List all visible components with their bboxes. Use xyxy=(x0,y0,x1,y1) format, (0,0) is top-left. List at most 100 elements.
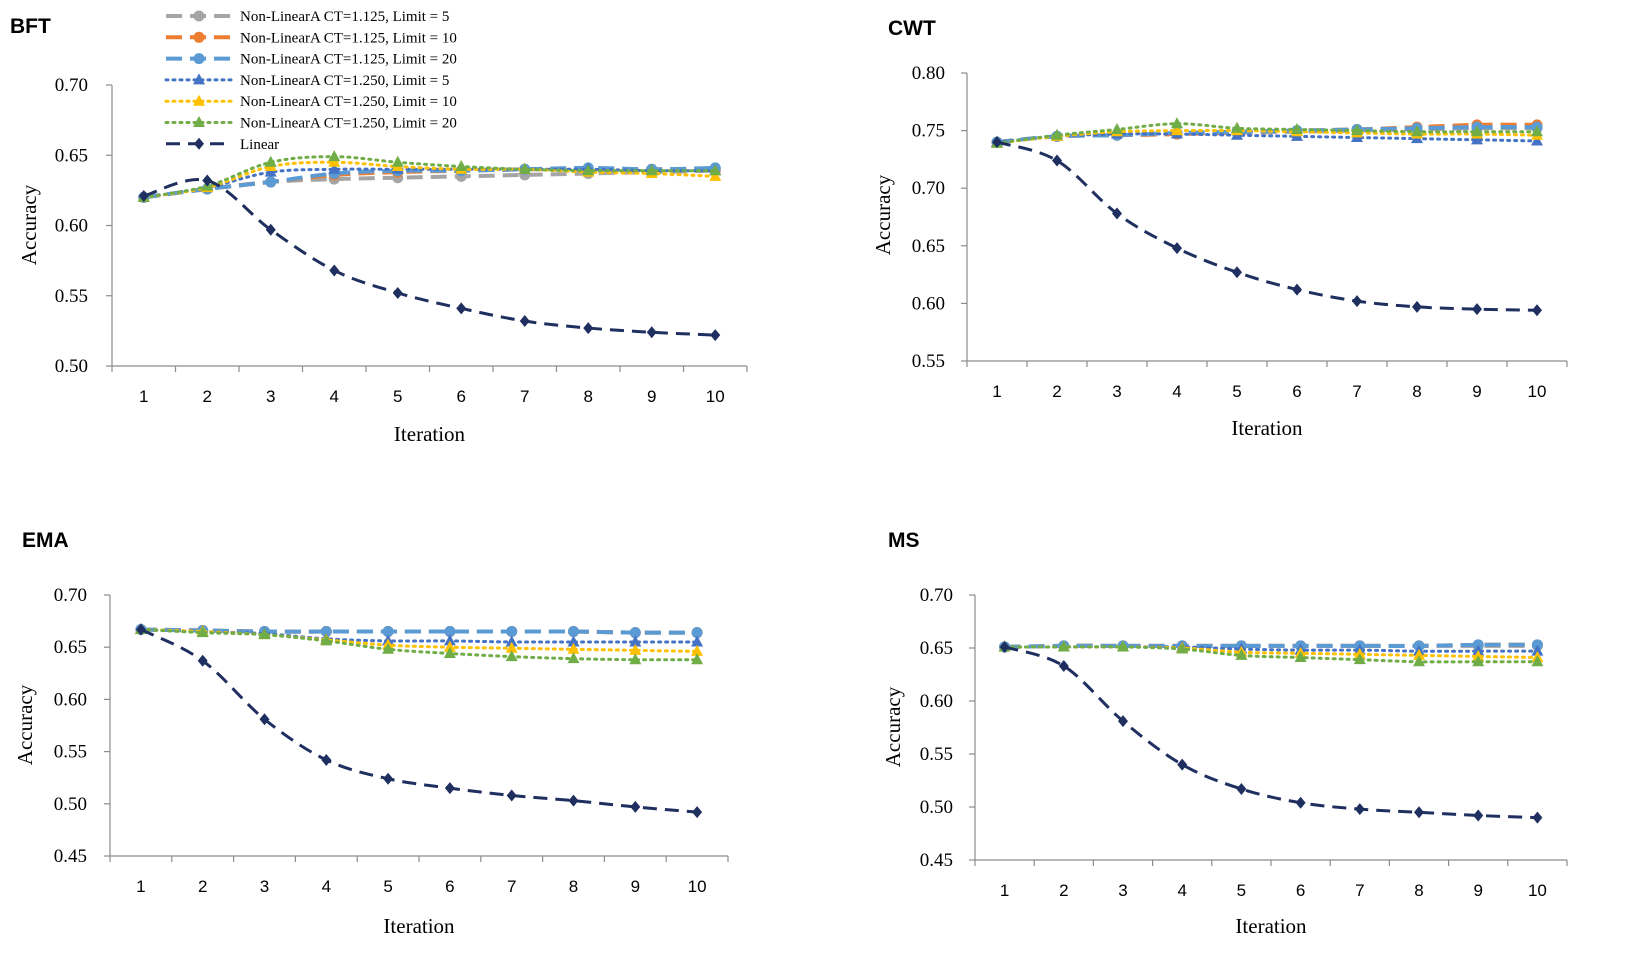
chart-title: EMA xyxy=(22,529,69,552)
x-tick-label: 9 xyxy=(1472,382,1481,401)
x-tick-label: 6 xyxy=(1292,382,1301,401)
legend-marker xyxy=(193,31,205,43)
x-tick-label: 5 xyxy=(383,877,392,896)
x-tick-label: 5 xyxy=(1232,382,1241,401)
y-tick-label: 0.70 xyxy=(912,178,945,199)
y-tick-label: 0.65 xyxy=(54,637,87,658)
legend-item-non-lineara-ct-1-125-limit-10: Non-LinearA CT=1.125, Limit = 10 xyxy=(166,30,457,46)
data-point xyxy=(135,623,146,636)
x-tick-label: 7 xyxy=(507,877,516,896)
data-point xyxy=(196,626,209,638)
data-point xyxy=(455,159,468,171)
y-tick-label: 0.70 xyxy=(920,585,953,606)
series-linear xyxy=(138,174,721,342)
data-point xyxy=(328,162,341,174)
legend-marker xyxy=(193,116,205,127)
y-tick-label: 0.65 xyxy=(55,145,88,166)
series-line xyxy=(143,178,716,337)
x-tick-label: 4 xyxy=(330,387,339,406)
legend-item-non-lineara-ct-1-125-limit-20: Non-LinearA CT=1.125, Limit = 20 xyxy=(166,52,457,68)
y-tick-label: 0.65 xyxy=(920,638,953,659)
legend: Non-LinearA CT=1.125, Limit = 5 Non-Linea… xyxy=(164,9,457,153)
data-point xyxy=(567,652,580,664)
x-tick-label: 8 xyxy=(1412,382,1421,401)
legend-label: Non-LinearA CT=1.125, Limit = 20 xyxy=(240,52,457,68)
data-point xyxy=(391,155,404,167)
series-line xyxy=(142,155,717,199)
data-point xyxy=(691,653,704,665)
data-point xyxy=(568,626,579,638)
data-point xyxy=(505,635,518,647)
data-point xyxy=(1532,304,1542,317)
data-point xyxy=(1412,300,1422,313)
data-point xyxy=(629,653,642,665)
series-non-lineara-ct-1-250-limit-20 xyxy=(991,117,1543,148)
data-point xyxy=(1058,660,1069,673)
data-point xyxy=(202,174,213,187)
data-point xyxy=(692,806,703,819)
x-tick-label: 8 xyxy=(569,877,578,896)
data-point xyxy=(1235,648,1248,660)
x-tick-label: 1 xyxy=(992,382,1001,401)
data-point xyxy=(992,136,1002,149)
legend-label: Non-LinearA CT=1.250, Limit = 5 xyxy=(240,73,449,89)
y-tick-label: 0.45 xyxy=(54,846,87,867)
data-point xyxy=(264,165,277,177)
data-point xyxy=(1413,648,1425,660)
y-tick-label: 0.55 xyxy=(55,286,88,307)
data-point xyxy=(321,753,332,766)
x-tick-label: 8 xyxy=(584,387,593,406)
series-line xyxy=(140,627,698,635)
series-line xyxy=(1003,645,1539,660)
data-point xyxy=(518,162,531,174)
x-axis-label: Iteration xyxy=(1235,914,1307,938)
y-axis-label: Accuracy xyxy=(17,184,41,265)
data-point xyxy=(1177,758,1188,771)
data-point xyxy=(1118,715,1128,728)
data-point xyxy=(567,642,580,654)
data-point xyxy=(710,329,721,342)
data-point xyxy=(1171,124,1183,136)
x-tick-label: 9 xyxy=(1473,881,1482,900)
data-point xyxy=(691,627,703,639)
data-point xyxy=(1531,125,1543,137)
series-line xyxy=(996,125,1538,145)
chart-ema: EMA 0.45 0.50 0.55 0.60 0.65 0.70 1 2 3 4 5 6 7 8 9 10 It… xyxy=(13,529,729,938)
data-point xyxy=(443,634,456,646)
data-point xyxy=(456,302,467,315)
chart-title: CWT xyxy=(888,17,936,40)
data-point xyxy=(999,640,1010,653)
data-point xyxy=(1413,655,1425,667)
x-tick-label: 4 xyxy=(1172,382,1181,401)
x-tick-label: 5 xyxy=(1237,881,1246,900)
data-point xyxy=(383,772,394,785)
x-tick-label: 5 xyxy=(393,387,402,406)
y-tick-label: 0.50 xyxy=(54,794,87,815)
x-tick-label: 3 xyxy=(266,387,275,406)
data-point xyxy=(1231,121,1243,133)
data-point xyxy=(320,626,332,638)
x-tick-label: 2 xyxy=(198,877,207,896)
y-tick-label: 0.60 xyxy=(54,689,87,710)
data-point xyxy=(519,315,530,328)
data-point xyxy=(1117,640,1129,652)
y-tick-label: 0.50 xyxy=(55,356,88,377)
data-point xyxy=(1294,651,1307,663)
y-tick-label: 0.70 xyxy=(55,75,88,96)
data-point xyxy=(265,223,276,236)
data-point xyxy=(1531,655,1544,667)
data-point xyxy=(264,155,277,167)
x-tick-label: 10 xyxy=(1528,881,1547,900)
x-tick-label: 7 xyxy=(520,387,529,406)
data-point xyxy=(1354,803,1365,816)
x-tick-label: 9 xyxy=(647,387,656,406)
x-tick-label: 4 xyxy=(1177,881,1186,900)
data-point xyxy=(138,189,149,202)
chart-bft: BFT 0.50 0.55 0.60 0.65 0.70 1 2 3 4 5 6 7 8 9 10 Iterat… xyxy=(10,15,748,446)
legend-marker xyxy=(193,94,205,106)
data-point xyxy=(583,322,594,335)
legend-marker xyxy=(193,10,205,22)
data-point xyxy=(1353,653,1366,665)
series-linear xyxy=(992,136,1542,317)
